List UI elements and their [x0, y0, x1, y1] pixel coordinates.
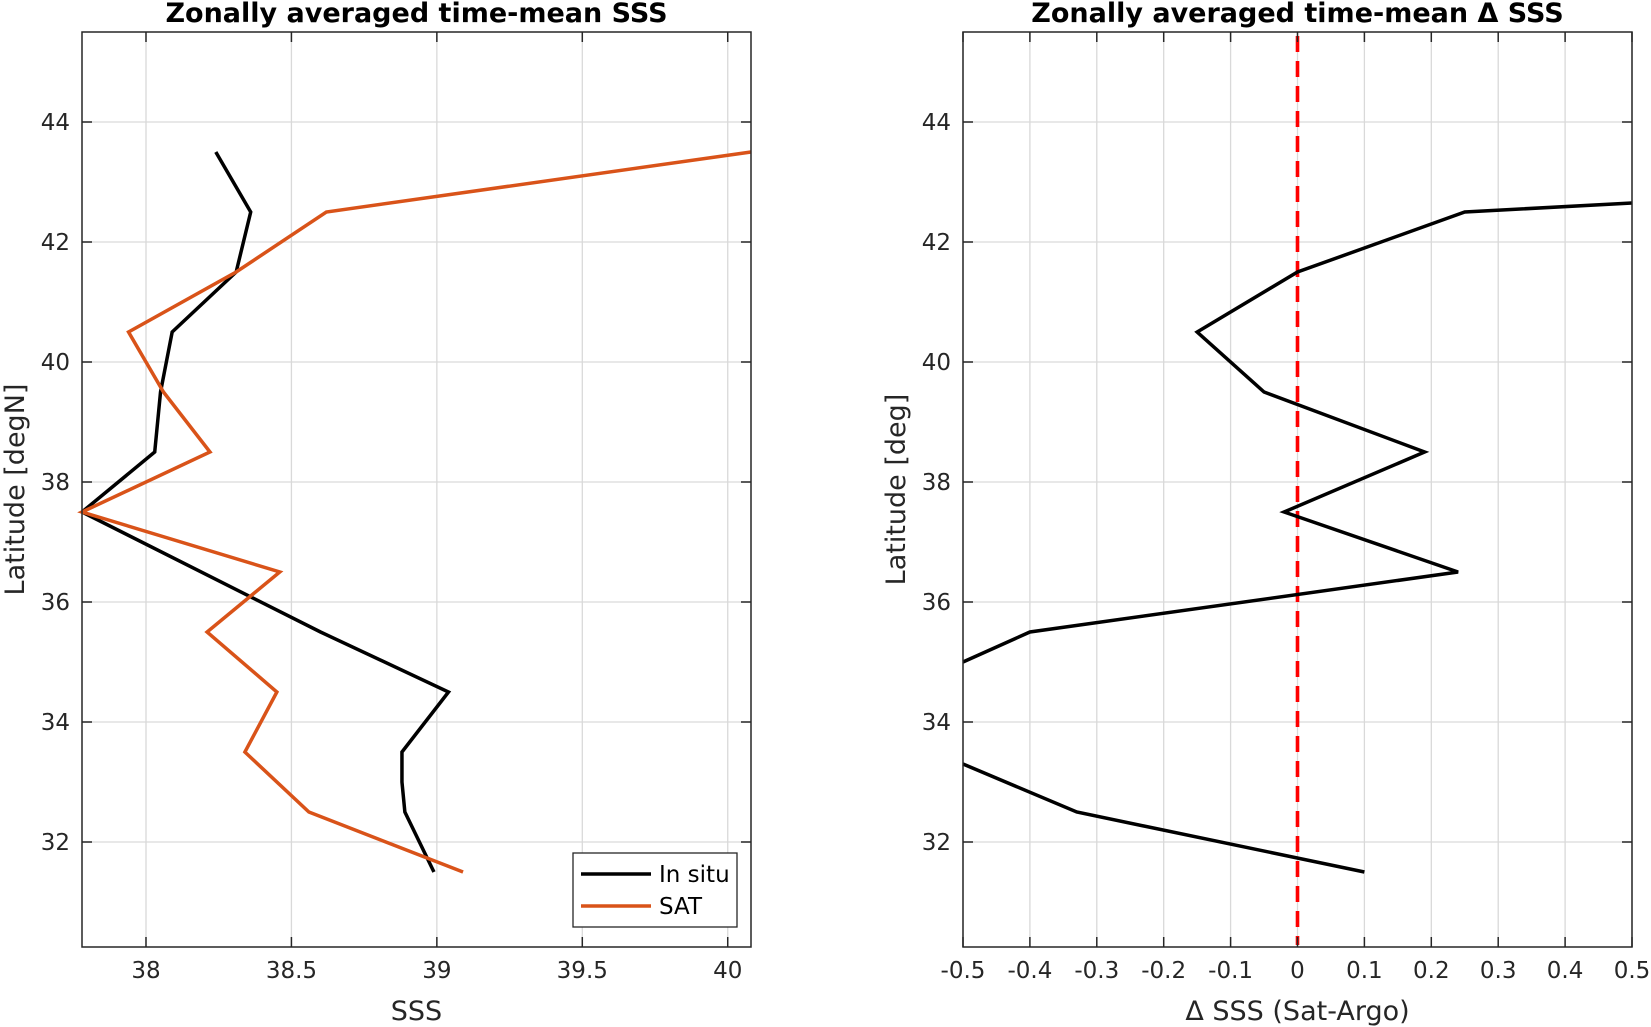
- y-tick-label: 38: [41, 470, 70, 496]
- x-tick-label: 40: [713, 958, 742, 984]
- delta-sss-chart: -0.5 -0.4 -0.3 -0.2 -0.1 0 0.1 0.2 0.3 0.4 0.5 32 34…: [881, 0, 1650, 1027]
- y-tick-label: 44: [41, 110, 70, 136]
- legend-box: [572, 852, 738, 928]
- x-tick-label: 0: [1290, 958, 1305, 984]
- sss-chart: 38 38.5 39 39.5 40 32 34 36 38 40 42 44 Zonally aver…: [0, 0, 752, 1027]
- series-line-segment-1: [962, 201, 1633, 664]
- y-tick-label: 38: [922, 470, 951, 496]
- x-axis-label: SSS: [391, 996, 442, 1027]
- x-tick-label: -0.1: [1208, 958, 1253, 984]
- series-line-in-situ: [78, 151, 452, 873]
- x-tick-label: 0.4: [1547, 958, 1584, 984]
- y-tick-label: 42: [41, 230, 70, 256]
- x-tick-label: -0.5: [941, 958, 986, 984]
- x-tick-label: 0.5: [1614, 958, 1651, 984]
- x-tick-label: -0.4: [1007, 958, 1052, 984]
- y-tick-label: 32: [922, 830, 951, 856]
- x-tick-label: 39.5: [557, 958, 608, 984]
- x-tick-label: 0.1: [1346, 958, 1383, 984]
- y-tick-label: 34: [41, 710, 70, 736]
- y-tick-label: 42: [922, 230, 951, 256]
- y-tick-label: 40: [41, 350, 70, 376]
- y-tick-label: 36: [41, 590, 70, 616]
- y-tick-label: 32: [41, 830, 70, 856]
- x-tick-label: 39: [422, 958, 451, 984]
- y-tick-label: 36: [922, 590, 951, 616]
- x-tick-label: 0.2: [1413, 958, 1450, 984]
- legend-label: In situ: [659, 862, 730, 888]
- x-tick-label: 38: [131, 958, 160, 984]
- y-tick-label: 34: [922, 710, 951, 736]
- x-tick-label: 38.5: [266, 958, 317, 984]
- y-tick-label: 44: [922, 110, 951, 136]
- x-tick-label: -0.2: [1141, 958, 1186, 984]
- x-tick-label: 0.3: [1480, 958, 1517, 984]
- x-tick-label: -0.3: [1074, 958, 1119, 984]
- legend: In situ SAT: [572, 852, 738, 928]
- x-axis-label: Δ SSS (Sat-Argo): [1185, 996, 1409, 1027]
- y-axis-label: Latitude [deg]: [881, 394, 912, 586]
- chart-title: Zonally averaged time-mean Δ SSS: [1031, 0, 1563, 29]
- legend-label: SAT: [659, 894, 703, 920]
- series-line-sat: [77, 150, 752, 874]
- y-tick-label: 40: [922, 350, 951, 376]
- y-axis-label: Latitude [degN]: [0, 384, 31, 596]
- axes-box: [81, 31, 752, 948]
- chart-title: Zonally averaged time-mean SSS: [165, 0, 667, 29]
- series-line-segment-2: [962, 762, 1365, 874]
